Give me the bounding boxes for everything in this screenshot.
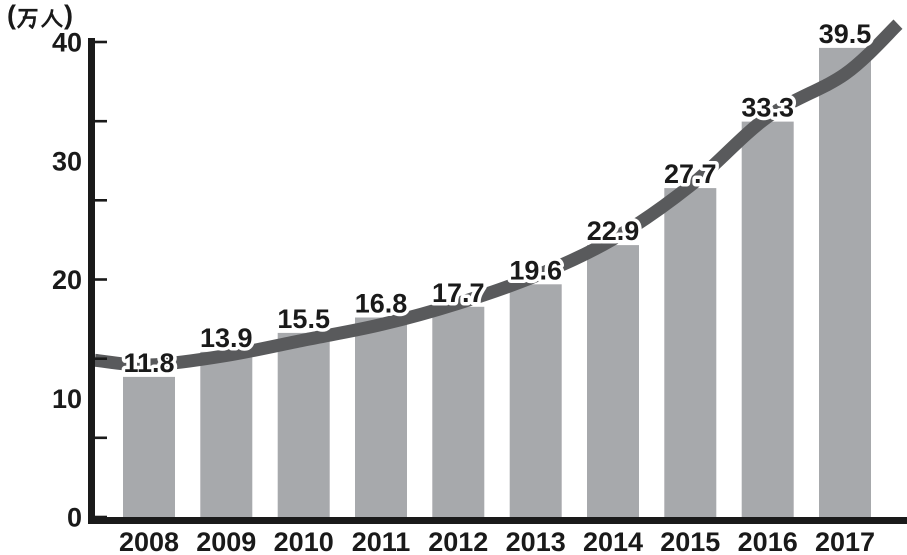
y-axis-tick	[95, 278, 107, 281]
trend-curve-line	[94, 19, 903, 372]
bar-2015	[664, 188, 717, 521]
bar-value-label-2008: 11.8	[123, 348, 174, 378]
y-axis-label-10: 10	[52, 384, 82, 414]
y-axis-label-20: 20	[52, 265, 82, 295]
bar-value-label-2016: 33.3	[741, 93, 794, 123]
bar-2012	[432, 306, 485, 521]
bar-2017	[819, 47, 871, 522]
bar-value-label-2012: 17.7	[432, 278, 485, 308]
y-axis-line	[88, 38, 95, 524]
bar-value-label-2017: 39.5	[819, 19, 872, 49]
bar-2013	[509, 284, 562, 522]
bar-2010	[277, 332, 330, 521]
bar-value-label-2015: 27.7	[664, 159, 717, 189]
y-axis-tick	[95, 119, 107, 123]
y-axis-label-30: 30	[52, 146, 82, 176]
bar-2016	[741, 121, 794, 521]
bar-2011	[355, 317, 407, 521]
bar-value-label-2010: 15.5	[277, 304, 330, 334]
x-axis-label-2010: 2010	[274, 527, 334, 555]
kanji-man-10k-icon	[16, 8, 38, 29]
y-axis-tick	[95, 40, 107, 44]
unit-open-paren: (	[7, 0, 16, 30]
y-axis-label-0: 0	[67, 503, 82, 533]
x-axis-label-2013: 2013	[506, 527, 566, 555]
bar-value-label-2013: 19.6	[509, 255, 562, 285]
x-axis-label-2008: 2008	[119, 527, 179, 555]
x-axis-label-2017: 2017	[815, 527, 875, 555]
bar-2009	[200, 351, 253, 521]
y-axis-tick	[95, 199, 107, 202]
y-axis-label-40: 40	[52, 28, 82, 58]
x-axis-label-2014: 2014	[583, 527, 643, 555]
y-axis-tick	[95, 357, 107, 360]
bar-2008	[123, 376, 175, 521]
x-axis-label-2012: 2012	[428, 527, 488, 555]
unit-close-paren: )	[64, 0, 73, 30]
bar-value-label-2014: 22.9	[587, 216, 640, 246]
x-axis-label-2015: 2015	[660, 527, 720, 555]
x-axis-label-2011: 2011	[352, 527, 411, 555]
y-axis-unit-label: ( ) (万人)	[7, 1, 73, 29]
y-axis-tick	[95, 515, 107, 519]
x-axis-line	[88, 517, 907, 524]
x-axis-label-2009: 2009	[196, 527, 256, 555]
x-axis-label-2016: 2016	[738, 527, 798, 555]
bar-2014	[587, 245, 639, 521]
y-axis-tick	[95, 436, 107, 440]
kanji-person-icon	[40, 8, 63, 28]
bar-value-label-2011: 16.8	[355, 289, 408, 319]
bar-value-label-2009: 13.9	[200, 323, 253, 353]
